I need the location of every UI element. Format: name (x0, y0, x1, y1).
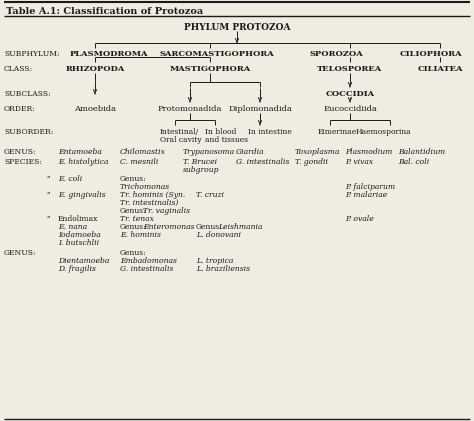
Text: ORDER:: ORDER: (4, 105, 36, 113)
Text: Leishmania: Leishmania (218, 223, 263, 231)
Text: subgroup: subgroup (183, 166, 219, 174)
Text: Tr. tenax: Tr. tenax (120, 215, 154, 223)
Text: Entamoeba: Entamoeba (58, 148, 102, 156)
Text: SUBCLASS:: SUBCLASS: (4, 90, 51, 98)
Text: P. malariae: P. malariae (345, 191, 387, 199)
Text: and tissues: and tissues (205, 136, 248, 144)
Text: SPECIES:: SPECIES: (4, 158, 42, 166)
Text: E. histolytica: E. histolytica (58, 158, 109, 166)
Text: L. braziliensis: L. braziliensis (196, 265, 250, 273)
Text: Embadomonas: Embadomonas (120, 257, 177, 265)
Text: Dientamoeba: Dientamoeba (58, 257, 109, 265)
Text: G. intestinalis: G. intestinalis (120, 265, 173, 273)
Text: Balantidium: Balantidium (398, 148, 445, 156)
Text: Haemosporina: Haemosporina (356, 128, 412, 136)
Text: COCCIDIA: COCCIDIA (326, 90, 374, 98)
Text: Genus:: Genus: (120, 249, 147, 257)
Text: T. cruzi: T. cruzi (196, 191, 224, 199)
Text: G. intestinalis: G. intestinalis (236, 158, 289, 166)
Text: ": " (46, 215, 49, 223)
Text: PHYLUM PROTOZOA: PHYLUM PROTOZOA (184, 23, 290, 32)
Text: T. Brucei: T. Brucei (183, 158, 217, 166)
Text: RHIZOPODA: RHIZOPODA (65, 65, 125, 73)
Text: Chilomastix: Chilomastix (120, 148, 166, 156)
Text: Diplomonadida: Diplomonadida (228, 105, 292, 113)
Text: SARCOMASTIGOPHORA: SARCOMASTIGOPHORA (160, 50, 275, 58)
Text: Tr. hominis (Syn.: Tr. hominis (Syn. (120, 191, 185, 199)
Text: SPOROZOA: SPOROZOA (310, 50, 364, 58)
Text: Toxoplasma: Toxoplasma (295, 148, 340, 156)
Text: P. ovale: P. ovale (345, 215, 374, 223)
Text: L. tropica: L. tropica (196, 257, 233, 265)
Text: Giardia: Giardia (236, 148, 264, 156)
Text: T. gondii: T. gondii (295, 158, 328, 166)
Text: Eimerinae: Eimerinae (318, 128, 357, 136)
Text: Oral cavity: Oral cavity (160, 136, 201, 144)
Text: SUBPHYLUM:: SUBPHYLUM: (4, 50, 60, 58)
Text: Eucoccidiida: Eucoccidiida (323, 105, 377, 113)
Text: Trichomonas: Trichomonas (120, 183, 170, 191)
Text: Iodamoeba: Iodamoeba (58, 231, 101, 239)
Text: ": " (46, 175, 49, 183)
Text: L. donovani: L. donovani (196, 231, 241, 239)
Text: CLASS:: CLASS: (4, 65, 33, 73)
Text: P. vivax: P. vivax (345, 158, 373, 166)
Text: Genus:: Genus: (120, 175, 147, 183)
Text: Genus:: Genus: (196, 223, 223, 231)
Text: I. butschlii: I. butschlii (58, 239, 99, 247)
Text: MASTIGOPHORA: MASTIGOPHORA (169, 65, 251, 73)
Text: Tr. vaginalis: Tr. vaginalis (143, 207, 190, 215)
Text: GENUS:: GENUS: (4, 148, 36, 156)
Text: E. gingivalis: E. gingivalis (58, 191, 106, 199)
Text: ": " (46, 191, 49, 199)
Text: CILIATEA: CILIATEA (417, 65, 463, 73)
Text: Plasmodium: Plasmodium (345, 148, 392, 156)
Text: D. fragilis: D. fragilis (58, 265, 96, 273)
Text: CILIOPHORA: CILIOPHORA (400, 50, 463, 58)
Text: Genus:: Genus: (120, 223, 147, 231)
Text: Tr. intestinalis): Tr. intestinalis) (120, 199, 178, 207)
Text: GENUS:: GENUS: (4, 249, 36, 257)
Text: TELOSPOREA: TELOSPOREA (318, 65, 383, 73)
Text: In intestine: In intestine (248, 128, 292, 136)
Text: E. coli: E. coli (58, 175, 82, 183)
Text: P. falciparum: P. falciparum (345, 183, 395, 191)
Text: Genus:: Genus: (120, 207, 147, 215)
Text: Intestinal/: Intestinal/ (160, 128, 199, 136)
Text: Endolimax: Endolimax (58, 215, 99, 223)
Text: Protomonadida: Protomonadida (158, 105, 222, 113)
Text: Bal. coli: Bal. coli (398, 158, 429, 166)
Text: E. hominis: E. hominis (120, 231, 161, 239)
Text: E. nana: E. nana (58, 223, 87, 231)
Text: Trypanosoma: Trypanosoma (183, 148, 235, 156)
Text: PLASMODROMA: PLASMODROMA (70, 50, 148, 58)
Text: Amoebida: Amoebida (74, 105, 116, 113)
Text: SUBORDER:: SUBORDER: (4, 128, 54, 136)
Text: C. mesnili: C. mesnili (120, 158, 158, 166)
Text: In blood: In blood (205, 128, 237, 136)
Text: Enteromonas: Enteromonas (143, 223, 194, 231)
Text: Table A.1: Classification of Protozoa: Table A.1: Classification of Protozoa (6, 7, 203, 16)
